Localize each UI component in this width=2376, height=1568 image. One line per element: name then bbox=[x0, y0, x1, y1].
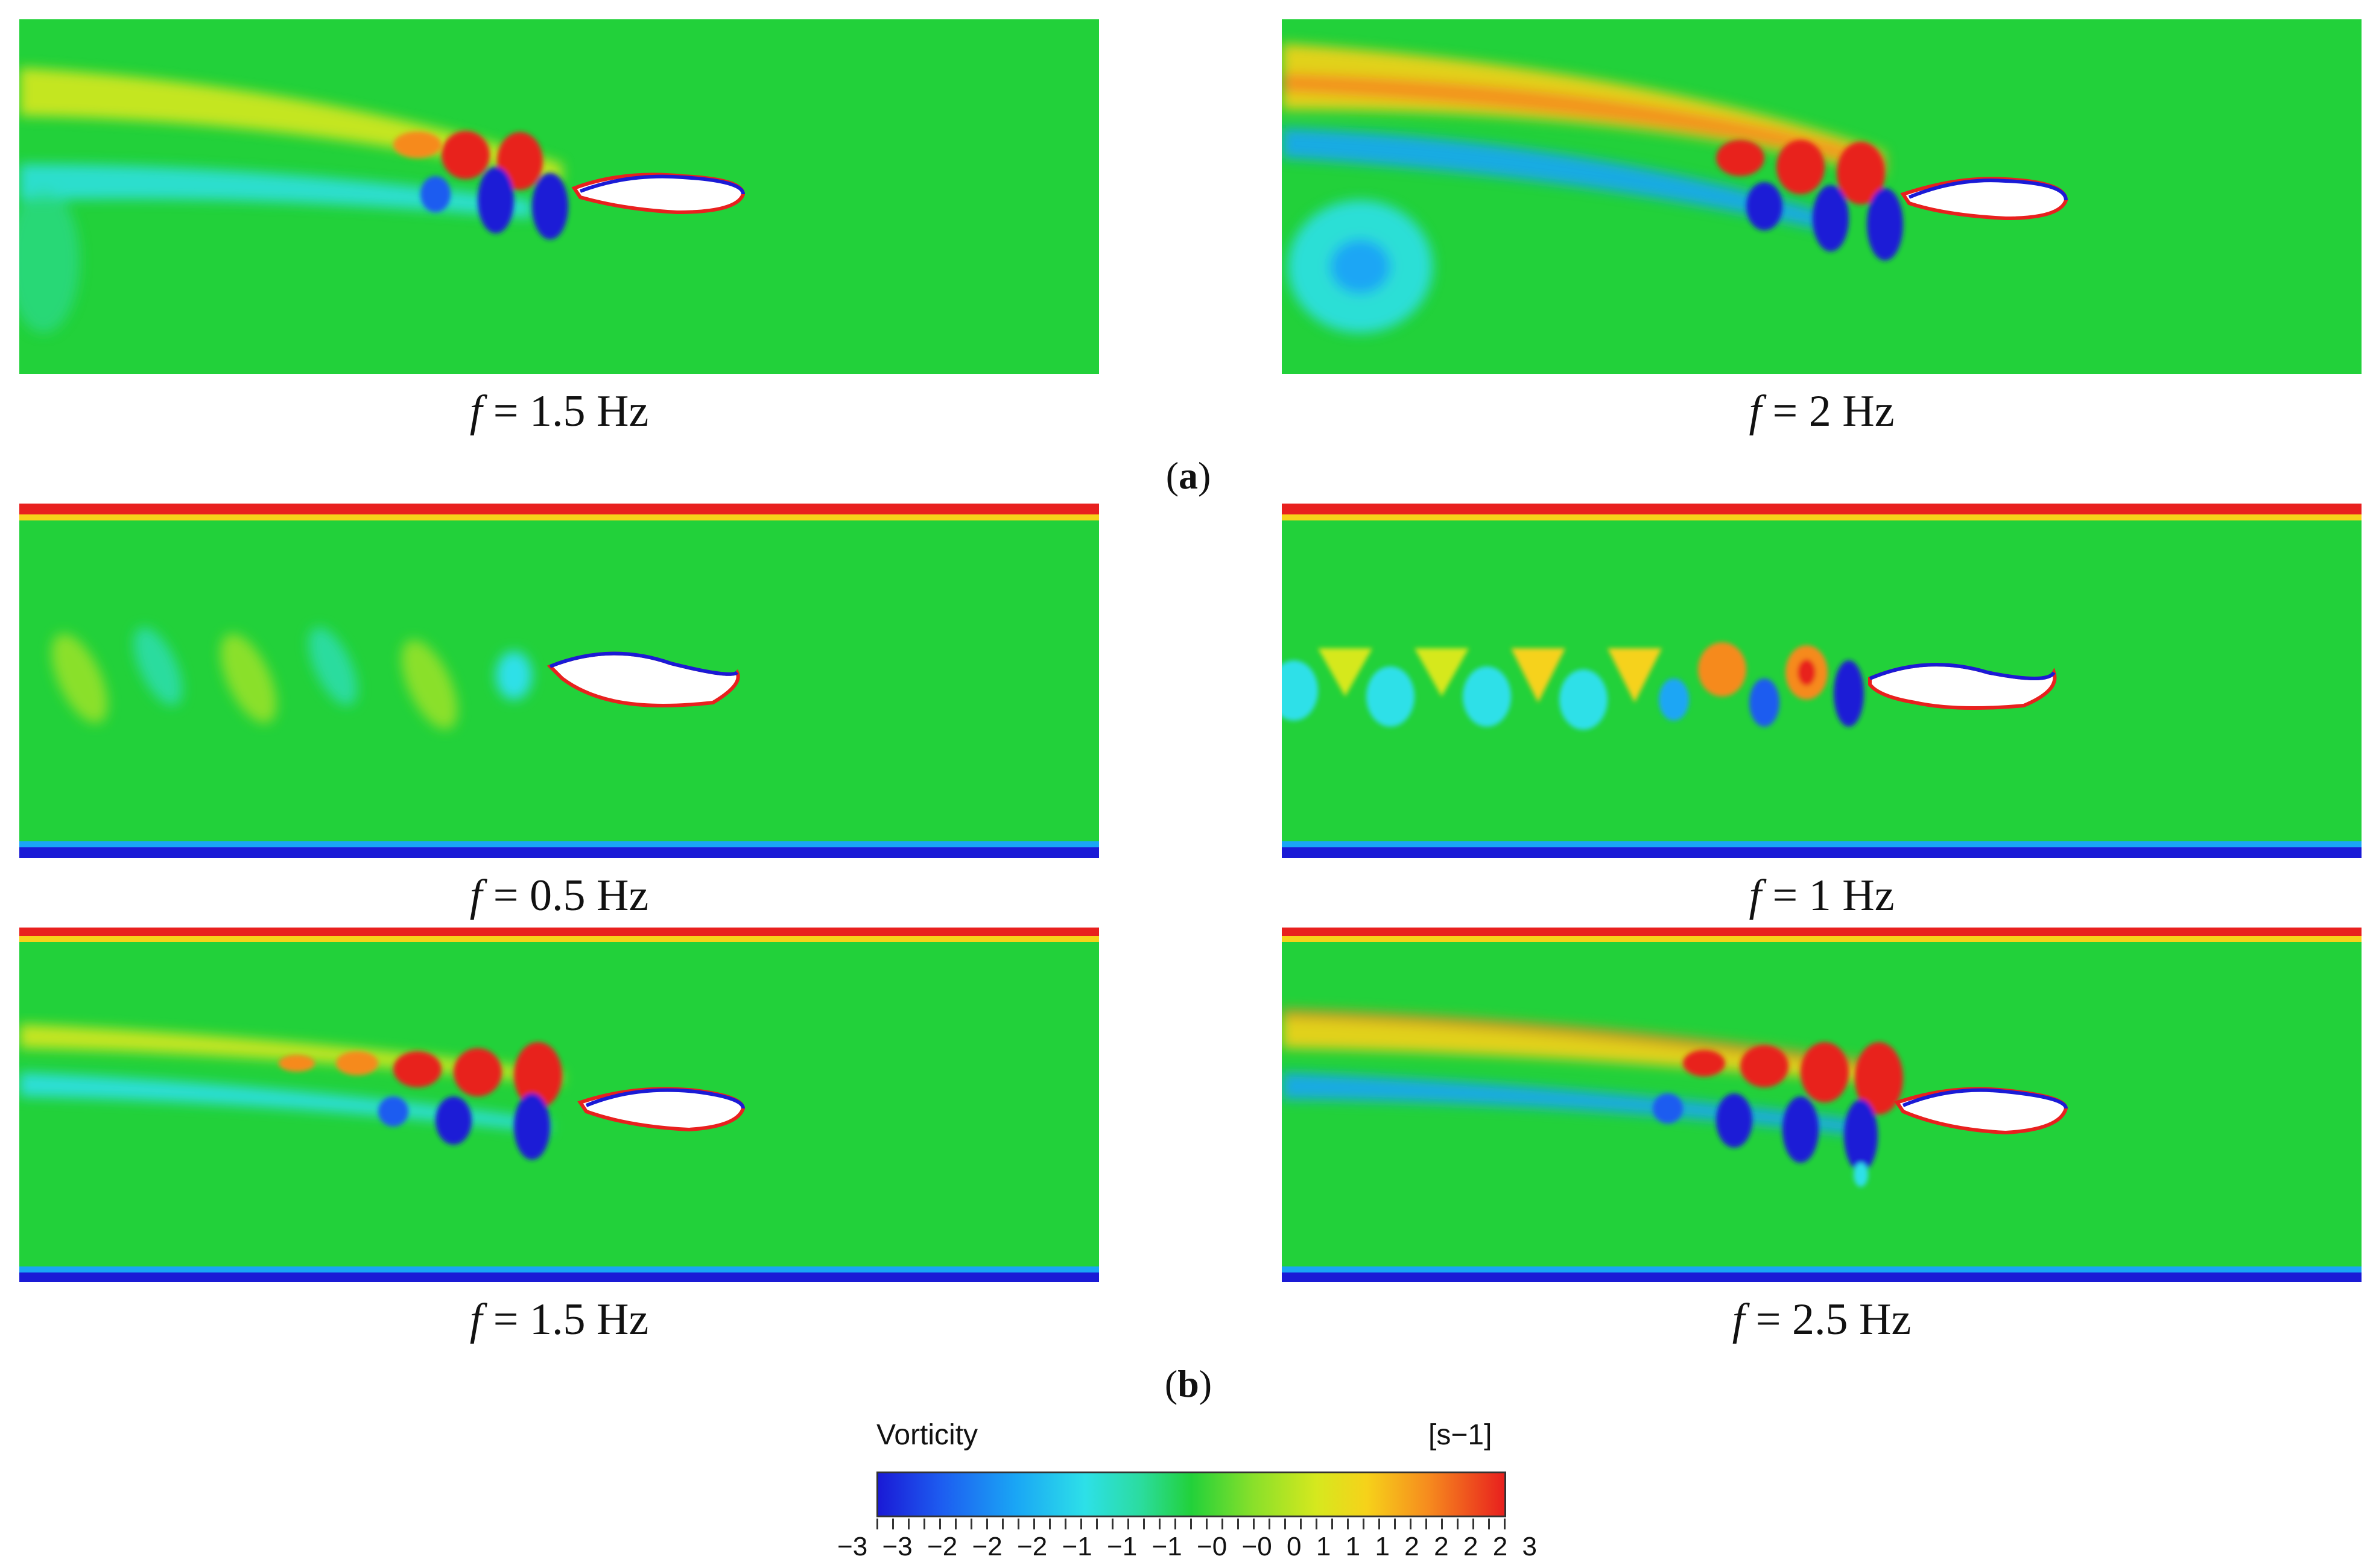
colorbar-gradient bbox=[876, 1472, 1506, 1517]
panel-caption-b-2: f = 1 Hz bbox=[1749, 871, 1895, 920]
colorbar-tick-label: 1 bbox=[1345, 1532, 1361, 1561]
colorbar-tick-label: 2 bbox=[1492, 1532, 1508, 1561]
panel-caption-b-4: f = 2.5 Hz bbox=[1732, 1295, 1912, 1344]
vorticity-panel-b-1 bbox=[19, 504, 1099, 858]
subfigure-label-b: (b) bbox=[1164, 1362, 1212, 1405]
colorbar-tick-label: 0 bbox=[1287, 1532, 1302, 1561]
colorbar-tick-label: −1 bbox=[1107, 1532, 1138, 1561]
vorticity-field-a-1 bbox=[19, 68, 746, 333]
colorbar-ticks bbox=[876, 1519, 1506, 1529]
vorticity-panel-b-2 bbox=[1282, 504, 2362, 858]
colorbar-tick-label: 1 bbox=[1316, 1532, 1331, 1561]
vorticity-panel-b-3 bbox=[19, 928, 1099, 1282]
colorbar-tick-label: −2 bbox=[1017, 1532, 1048, 1561]
colorbar-tick-label: −0 bbox=[1197, 1532, 1228, 1561]
colorbar-title: Vorticity bbox=[876, 1419, 978, 1451]
colorbar-tick-label: −3 bbox=[882, 1532, 913, 1561]
vorticity-panel-b-4 bbox=[1282, 928, 2362, 1282]
subfigure-label-a: (a) bbox=[1165, 454, 1211, 497]
colorbar-tick-label: 2 bbox=[1463, 1532, 1478, 1561]
vorticity-field-b-2 bbox=[1282, 504, 2362, 858]
colorbar-unit: [s−1] bbox=[1428, 1419, 1492, 1451]
colorbar-tick-label: 2 bbox=[1404, 1532, 1419, 1561]
panel-caption-b-3: f = 1.5 Hz bbox=[469, 1295, 649, 1344]
panel-caption-a-1: f = 1.5 Hz bbox=[469, 387, 649, 436]
vorticity-panel-a-2 bbox=[1282, 19, 2362, 374]
panel-caption-a-2: f = 2 Hz bbox=[1749, 387, 1895, 436]
panel-caption-b-1: f = 0.5 Hz bbox=[469, 871, 649, 920]
colorbar-tick-labels: −3 −3 −2 −2 −2 −1 −1 −1 −0 −0 0 1 1 1 2 2 2 2 3 bbox=[837, 1532, 1537, 1568]
colorbar-tick-label: −0 bbox=[1241, 1532, 1272, 1561]
colorbar-tick-label: −2 bbox=[927, 1532, 958, 1561]
vorticity-panel-a-1 bbox=[19, 19, 1099, 374]
colorbar-tick-label: −1 bbox=[1152, 1532, 1182, 1561]
vorticity-field-a-2 bbox=[1282, 43, 2068, 333]
colorbar-tick-label: 2 bbox=[1434, 1532, 1449, 1561]
colorbar-tick-label: −1 bbox=[1062, 1532, 1092, 1561]
colorbar-tick-label: 1 bbox=[1375, 1532, 1390, 1561]
colorbar-tick-label: −3 bbox=[837, 1532, 868, 1561]
vorticity-field-b-4 bbox=[1282, 928, 2362, 1282]
colorbar-tick-label: −2 bbox=[972, 1532, 1003, 1561]
vorticity-field-b-1 bbox=[19, 504, 1099, 858]
vorticity-field-b-3 bbox=[19, 928, 1099, 1282]
colorbar-tick-label: 3 bbox=[1522, 1532, 1537, 1561]
